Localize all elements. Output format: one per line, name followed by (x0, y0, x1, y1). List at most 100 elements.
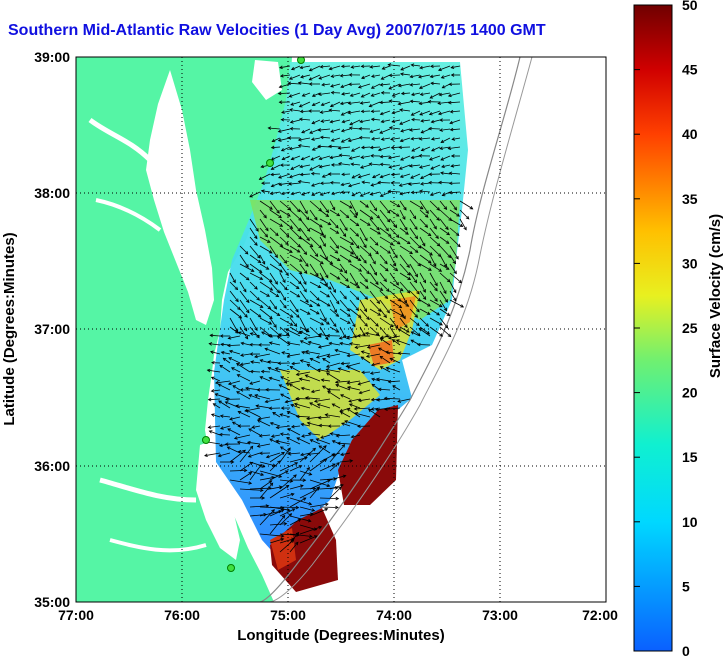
velocity-vector-head (385, 267, 389, 272)
velocity-vector-head (277, 361, 282, 365)
velocity-vector-head (338, 162, 342, 166)
velocity-vector-head (365, 354, 370, 358)
velocity-vector (310, 358, 321, 364)
velocity-vector (359, 308, 370, 320)
velocity-vector-head (379, 154, 384, 159)
velocity-vector-head (384, 295, 389, 299)
velocity-vector (269, 509, 284, 517)
velocity-vector (299, 506, 315, 512)
velocity-vector (399, 254, 410, 268)
velocity-vector (306, 416, 321, 420)
velocity-vector (359, 218, 371, 226)
velocity-vector (354, 412, 371, 418)
velocity-vector (259, 376, 271, 382)
velocity-vector (341, 128, 351, 132)
velocity-vector-head (274, 367, 279, 371)
velocity-vector-head (269, 482, 274, 487)
velocity-vector-head (261, 331, 265, 335)
velocity-vector (256, 405, 271, 409)
velocity-vector (399, 146, 411, 148)
velocity-vector-head (274, 254, 278, 259)
velocity-vector-head (261, 496, 266, 500)
velocity-vector-head (440, 157, 445, 161)
velocity-vector-head (448, 82, 453, 87)
velocity-vector-head (427, 260, 432, 264)
velocity-vector-head (350, 162, 355, 167)
velocity-vector (339, 326, 346, 338)
velocity-vector (399, 263, 411, 276)
velocity-vector-head (440, 139, 445, 143)
velocity-vector (361, 371, 371, 373)
velocity-vector (289, 200, 301, 212)
velocity-vector-head (376, 215, 381, 219)
velocity-vector-head (280, 393, 284, 397)
velocity-vector-head (456, 213, 460, 217)
velocity-vector-head (411, 92, 415, 97)
velocity-vector-head (296, 249, 301, 253)
velocity-vector-head (343, 295, 347, 300)
velocity-vector (249, 218, 259, 232)
velocity-vector-head (339, 73, 344, 78)
colorbar-tick-label: 20 (682, 385, 698, 401)
velocity-vector (409, 128, 421, 131)
velocity-vector-head (328, 144, 332, 149)
velocity-vector-head (387, 63, 392, 67)
velocity-vector-head (352, 323, 356, 328)
velocity-vector-head (287, 428, 291, 432)
velocity-vector (299, 290, 309, 303)
velocity-vector (342, 119, 351, 123)
velocity-vector (410, 83, 421, 86)
velocity-vector-head (265, 387, 269, 392)
velocity-vector-head (341, 92, 345, 96)
velocity-vector (349, 326, 357, 338)
velocity-vector (319, 209, 329, 217)
velocity-vector-head (397, 399, 402, 403)
velocity-vector (309, 164, 321, 171)
velocity-vector-head (450, 154, 455, 158)
velocity-vector (359, 245, 372, 256)
velocity-vector (269, 227, 279, 236)
velocity-vector-head (340, 84, 344, 88)
velocity-vector (379, 281, 390, 292)
velocity-vector (430, 82, 441, 85)
velocity-vector (319, 236, 326, 247)
velocity-vector (334, 349, 351, 355)
velocity-vector-head (282, 297, 287, 301)
velocity-vector (271, 182, 281, 187)
velocity-vector (389, 164, 401, 168)
velocity-vector-head (318, 156, 323, 161)
velocity-vector-head (285, 485, 290, 489)
velocity-vector-head (280, 537, 285, 542)
velocity-vector (439, 209, 452, 221)
velocity-vector (369, 209, 380, 219)
velocity-vector (378, 388, 391, 391)
velocity-vector-head (230, 367, 235, 371)
velocity-vector-head (276, 289, 281, 294)
velocity-vector (438, 182, 451, 184)
velocity-vector-head (338, 486, 342, 491)
velocity-vector (339, 342, 351, 346)
velocity-vector (369, 272, 379, 285)
velocity-vector-head (379, 162, 384, 167)
velocity-vector (378, 182, 391, 184)
velocity-vector-head (369, 216, 374, 220)
velocity-vector-head (408, 128, 413, 132)
velocity-vector (270, 173, 281, 176)
velocity-vector-head (257, 259, 262, 263)
velocity-vector-head (428, 126, 432, 131)
velocity-vector-head (269, 191, 274, 196)
velocity-vector-head (348, 399, 353, 403)
velocity-vector-head (419, 92, 424, 96)
velocity-vector-head (280, 376, 284, 380)
velocity-vector (396, 339, 411, 346)
velocity-vector (288, 182, 301, 185)
velocity-vector-head (347, 101, 352, 105)
velocity-vector-head (424, 214, 429, 218)
velocity-vector-head (421, 242, 426, 247)
velocity-vector-head (375, 398, 380, 402)
velocity-vector-head (359, 101, 364, 105)
velocity-vector (305, 374, 321, 382)
velocity-vector (221, 351, 231, 355)
velocity-vector (219, 364, 231, 373)
